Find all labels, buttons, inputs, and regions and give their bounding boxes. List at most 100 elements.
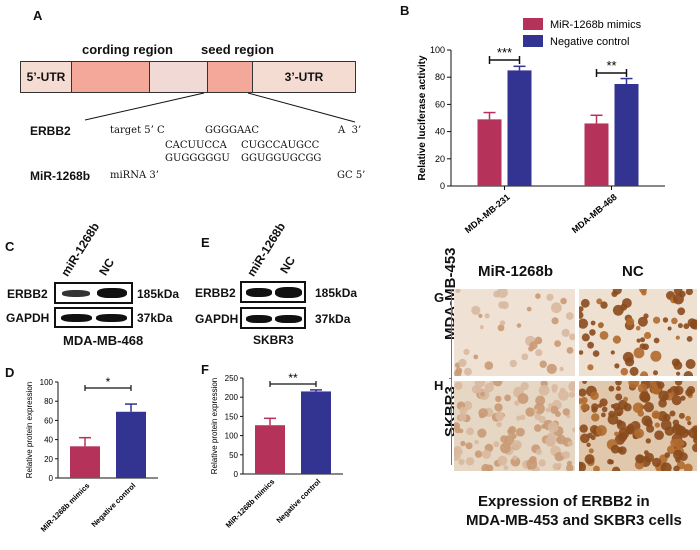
ihc-cell bbox=[507, 427, 515, 436]
ihc-cell bbox=[635, 325, 641, 331]
b-ylabel: Relative luciferase activity bbox=[417, 55, 428, 181]
ihc-cell bbox=[566, 460, 573, 466]
ihc-cell bbox=[535, 448, 542, 455]
seed-segment bbox=[208, 62, 253, 92]
ihc-cell bbox=[667, 326, 672, 331]
ihc-cell bbox=[588, 448, 594, 454]
ihc-cell bbox=[526, 306, 532, 312]
ihc-cell bbox=[460, 440, 466, 447]
ihc-cell bbox=[627, 423, 634, 430]
ihc-cell bbox=[546, 293, 554, 301]
ihc-cell bbox=[480, 391, 485, 397]
seed-region-label: seed region bbox=[201, 42, 274, 57]
c-gapdh-band-2 bbox=[96, 314, 127, 322]
f-sig-stars: ** bbox=[288, 371, 298, 385]
f-bar bbox=[255, 425, 285, 474]
ihc-cell bbox=[622, 351, 634, 363]
ihc-cell bbox=[685, 415, 691, 422]
ihc-cell bbox=[617, 412, 622, 417]
utr3-label: 3’-UTR bbox=[284, 70, 324, 84]
ihc-cell bbox=[463, 348, 470, 355]
ihc-cell bbox=[623, 403, 632, 412]
ihc-cell bbox=[662, 317, 669, 323]
c-erbb2-blot bbox=[54, 282, 133, 304]
ihc-cell bbox=[597, 322, 604, 329]
ihc-cell bbox=[455, 449, 461, 456]
ihc-cell bbox=[559, 366, 564, 372]
ihc-cell bbox=[560, 297, 567, 305]
ihc-cell bbox=[484, 313, 490, 319]
ihc-cell bbox=[493, 441, 500, 448]
ihc-cell bbox=[458, 358, 467, 367]
ihc-cell bbox=[587, 364, 594, 371]
ihc-cell bbox=[551, 317, 559, 325]
ihc-skbr3-mir1268b bbox=[454, 381, 575, 471]
ihc-cell bbox=[620, 303, 628, 311]
ihc-cell bbox=[636, 338, 641, 343]
ihc-cell bbox=[685, 359, 696, 369]
ihc-cell bbox=[580, 298, 590, 308]
ihc-cell bbox=[677, 323, 683, 329]
panel-label-b: B bbox=[400, 3, 410, 18]
ihc-cell bbox=[608, 385, 615, 392]
b-bar bbox=[477, 119, 502, 186]
ihc-cell bbox=[562, 408, 570, 416]
ihc-cell bbox=[516, 415, 522, 421]
b-legend-swatch bbox=[523, 35, 543, 47]
ihc-cell bbox=[660, 419, 672, 431]
d-sig-stars: * bbox=[106, 375, 111, 389]
ihc-cell bbox=[643, 402, 654, 413]
ihc-cell bbox=[568, 391, 575, 398]
ihc-cell bbox=[679, 428, 689, 438]
ihc-cell bbox=[538, 459, 546, 467]
ihc-cell bbox=[607, 458, 613, 465]
mirna-pair-1: GUGGGGGU bbox=[165, 153, 230, 164]
ihc-cell bbox=[637, 410, 644, 417]
mir-name: MiR-1268b bbox=[30, 169, 91, 183]
ihc-cell bbox=[629, 366, 639, 376]
ihc-cell bbox=[520, 382, 529, 391]
coding-region-label: cording region bbox=[82, 42, 173, 57]
ihc-cell bbox=[534, 336, 543, 345]
c-size1: 185kDa bbox=[137, 287, 180, 301]
ihc-cell bbox=[535, 349, 543, 357]
panel-label-e: E bbox=[201, 235, 210, 250]
b-legend-label: MiR-1268b mimics bbox=[550, 19, 642, 31]
ihc-cell bbox=[589, 329, 596, 336]
d-ytick-label: 40 bbox=[44, 436, 53, 445]
c-row1-label: ERBB2 bbox=[7, 287, 48, 301]
ihc-cell bbox=[545, 435, 557, 447]
ihc-cell bbox=[465, 442, 473, 450]
ihc-cell bbox=[650, 350, 662, 362]
ihc-cell bbox=[565, 464, 574, 471]
ihc-cell bbox=[481, 463, 491, 471]
ihc-cell bbox=[615, 393, 623, 401]
ihc-cell bbox=[569, 333, 575, 341]
ihc-cell bbox=[673, 438, 684, 448]
e-gapdh-blot bbox=[240, 307, 306, 329]
ihc-cell bbox=[600, 301, 608, 309]
ihc-cell bbox=[547, 421, 559, 433]
target-end: A 3’ bbox=[338, 125, 362, 136]
gh-row-divider-2 bbox=[449, 378, 452, 379]
ihc-cell bbox=[591, 406, 598, 413]
ihc-cell bbox=[597, 403, 603, 408]
ihc-cell bbox=[683, 463, 693, 471]
ihc-cell bbox=[581, 333, 590, 342]
b-ytick-label: 100 bbox=[430, 45, 445, 55]
ihc-cell bbox=[640, 371, 649, 376]
ihc-cell bbox=[673, 289, 683, 296]
protein-chart-skbr3: 0 50 100 150 200 250 Relative protein expressi… bbox=[210, 371, 343, 530]
ihc-cell bbox=[658, 390, 669, 402]
ihc-cell bbox=[495, 411, 504, 420]
f-ylabel: Relative protein expression bbox=[210, 378, 219, 475]
protein-chart-mda468: 0 20 40 60 80 100 Relative protein expression M… bbox=[25, 375, 158, 534]
ihc-cell bbox=[641, 415, 652, 426]
ihc-cell bbox=[567, 440, 573, 447]
panel-label-g: G bbox=[434, 290, 445, 305]
ihc-cell bbox=[501, 301, 509, 310]
ihc-cell bbox=[566, 347, 574, 354]
d-ytick-label: 80 bbox=[44, 397, 53, 406]
b-ytick-label: 60 bbox=[435, 99, 445, 109]
ihc-cell bbox=[673, 423, 681, 431]
